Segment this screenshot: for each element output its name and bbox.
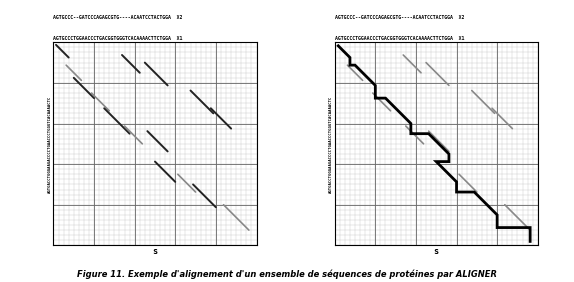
Y-axis label: AGTGACCTGGGAAGACCCCTGAACCCTGGGTCACAAAACTC: AGTGACCTGGGAAGACCCCTGAACCCTGGGTCACAAAACT… [48, 95, 52, 193]
X-axis label: s: s [434, 247, 439, 256]
Text: AGTGCCC--GATCCCAGAGCGTG----ACAATCCTACTGGA  X2: AGTGCCC--GATCCCAGAGCGTG----ACAATCCTACTGG… [53, 15, 183, 20]
X-axis label: s: s [153, 247, 157, 256]
Text: AGTGCCCTGGAACCCTGACGGTGGGTCACAAAACTTCTGGA  X1: AGTGCCCTGGAACCCTGACGGTGGGTCACAAAACTTCTGG… [53, 36, 183, 41]
Y-axis label: AGTGACCTGGGAAGACCCCTGAACCCTGGGTCACAAAACTC: AGTGACCTGGGAAGACCCCTGAACCCTGGGTCACAAAACT… [329, 95, 333, 193]
Text: AGTGCCCTGGAACCCTGACGGTGGGTCACAAAACTTCTGGA  X1: AGTGCCCTGGAACCCTGACGGTGGGTCACAAAACTTCTGG… [335, 36, 464, 41]
Text: Figure 11. Exemple d'alignement d'un ensemble de séquences de protéines par ALIG: Figure 11. Exemple d'alignement d'un ens… [77, 270, 497, 279]
Text: AGTGCCC--GATCCCAGAGCGTG----ACAATCCTACTGGA  X2: AGTGCCC--GATCCCAGAGCGTG----ACAATCCTACTGG… [335, 15, 464, 20]
